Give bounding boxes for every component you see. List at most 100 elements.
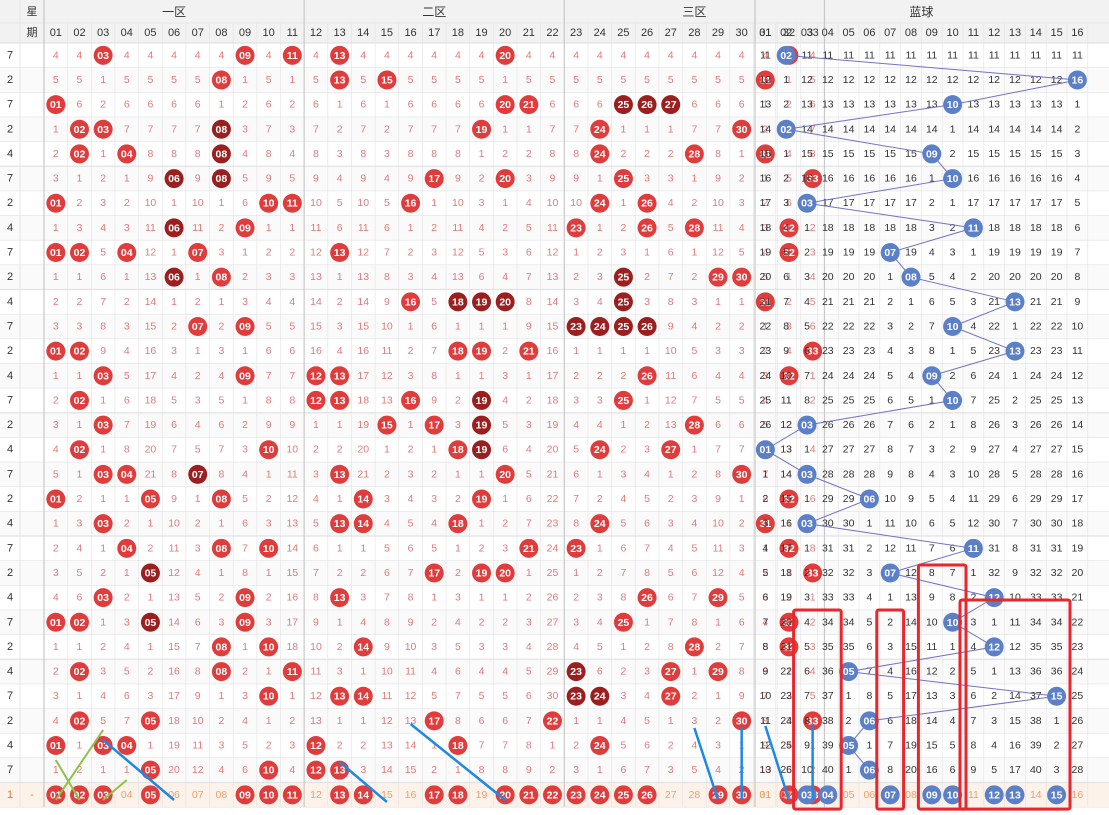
red-omission: 2 xyxy=(218,320,224,332)
blue-omission: 24 xyxy=(864,370,876,382)
blue-column-header: 04 xyxy=(822,27,834,39)
red-omission: 5 xyxy=(621,740,627,752)
forecast-blue-ball xyxy=(1005,785,1025,805)
red-ball xyxy=(755,514,775,534)
red-omission: 8 xyxy=(668,641,674,653)
red-omission: 4 xyxy=(644,49,650,61)
weekday-cell: 4 xyxy=(7,740,13,752)
red-omission: 8 xyxy=(502,764,508,776)
red-omission: 7 xyxy=(431,123,437,135)
blue-omission: 2 xyxy=(950,370,956,382)
blue-omission: 8 xyxy=(804,394,810,406)
red-ball xyxy=(637,316,657,336)
red-omission: 7 xyxy=(810,123,816,135)
red-ball-number: 19 xyxy=(476,296,488,308)
red-ball-number: 13 xyxy=(334,370,346,382)
blue-omission: 14 xyxy=(1072,419,1084,431)
red-ball-number: 12 xyxy=(310,370,322,382)
weekday-cell: 7 xyxy=(7,247,13,259)
red-omission: 8 xyxy=(739,666,745,678)
red-ball xyxy=(69,390,89,410)
red-omission: 5 xyxy=(810,74,816,86)
red-omission: 1 xyxy=(124,567,130,579)
red-omission: 1 xyxy=(289,690,295,702)
red-omission: 3 xyxy=(573,764,579,776)
red-ball-number: 04 xyxy=(121,543,133,555)
red-ball-number: 18 xyxy=(452,444,464,456)
blue-omission: 3 xyxy=(1054,764,1060,776)
red-omission: 9 xyxy=(171,493,177,505)
blue-omission: 8 xyxy=(887,444,893,456)
red-ball xyxy=(259,193,279,213)
weekday-header-bottom: 期 xyxy=(27,26,38,39)
red-omission: 7 xyxy=(762,468,768,480)
red-omission: 9 xyxy=(715,493,721,505)
red-omission: 8 xyxy=(526,740,532,752)
red-omission: 2 xyxy=(762,123,768,135)
red-ball-number: 09 xyxy=(239,370,251,382)
blue-ball-number: 08 xyxy=(905,272,917,284)
blue-omission: 20 xyxy=(843,271,855,283)
red-omission: 1 xyxy=(266,715,272,727)
red-ball xyxy=(211,119,231,139)
blue-omission: 23 xyxy=(822,345,834,357)
blue-omission: 3 xyxy=(929,222,935,234)
red-omission: 9 xyxy=(408,173,414,185)
red-omission: 9 xyxy=(739,690,745,702)
red-ball xyxy=(188,464,208,484)
red-omission: 5 xyxy=(431,296,437,308)
red-ball xyxy=(637,366,657,386)
red-omission: 1 xyxy=(337,99,343,111)
red-omission: 4 xyxy=(715,764,721,776)
red-omission: 3 xyxy=(644,173,650,185)
red-omission: 7 xyxy=(526,715,532,727)
blue-omission: 18 xyxy=(760,222,772,234)
red-omission: 1 xyxy=(455,370,461,382)
red-column-header: 18 xyxy=(452,27,464,39)
red-omission: 11 xyxy=(145,222,156,234)
blue-omission: 11 xyxy=(760,715,771,727)
red-ball-number: 11 xyxy=(287,50,298,62)
red-omission: 1 xyxy=(195,493,201,505)
blue-omission: 27 xyxy=(1072,740,1084,752)
red-ball xyxy=(519,95,539,115)
blue-omission: 12 xyxy=(1009,641,1021,653)
red-omission: 6 xyxy=(526,247,532,259)
blue-ball-number: 05 xyxy=(843,666,855,678)
red-omission: 8 xyxy=(715,468,721,480)
blue-omission: 17 xyxy=(1009,764,1021,776)
blue-omission: 5 xyxy=(970,666,976,678)
weekday-cell: 4 xyxy=(7,370,13,382)
blue-omission: 9 xyxy=(929,592,935,604)
blue-omission: 5 xyxy=(950,518,956,530)
red-omission: 5 xyxy=(289,320,295,332)
red-column-header: 27 xyxy=(665,27,677,39)
red-ball xyxy=(448,514,468,534)
red-omission: 4 xyxy=(739,567,745,579)
blue-ball xyxy=(943,169,963,189)
blue-ball-number: 13 xyxy=(1009,346,1021,358)
red-ball-number: 19 xyxy=(476,124,488,136)
red-ball-number: 13 xyxy=(334,247,346,259)
red-ball-number: 07 xyxy=(192,321,204,333)
forecast-blue-number: 09 xyxy=(926,789,938,801)
blue-omission: 8 xyxy=(887,764,893,776)
red-omission: 2 xyxy=(100,99,106,111)
blue-omission: 6 xyxy=(970,690,976,702)
red-ball-number: 09 xyxy=(239,222,251,234)
blue-omission: 31 xyxy=(822,542,834,554)
blue-omission: 12 xyxy=(1051,74,1063,86)
blue-omission: 3 xyxy=(783,197,789,209)
blue-ball xyxy=(776,45,796,65)
red-omission: 3 xyxy=(455,592,461,604)
blue-omission: 18 xyxy=(864,222,876,234)
red-omission: 3 xyxy=(739,542,745,554)
red-ball-number: 25 xyxy=(618,99,630,111)
red-ball-number: 04 xyxy=(121,247,133,259)
red-omission: 1 xyxy=(77,740,83,752)
red-omission: 16 xyxy=(357,345,369,357)
red-omission: 6 xyxy=(313,542,319,554)
red-ball-number: 24 xyxy=(594,444,606,456)
blue-omission: 18 xyxy=(1030,222,1042,234)
red-omission: 9 xyxy=(266,173,272,185)
